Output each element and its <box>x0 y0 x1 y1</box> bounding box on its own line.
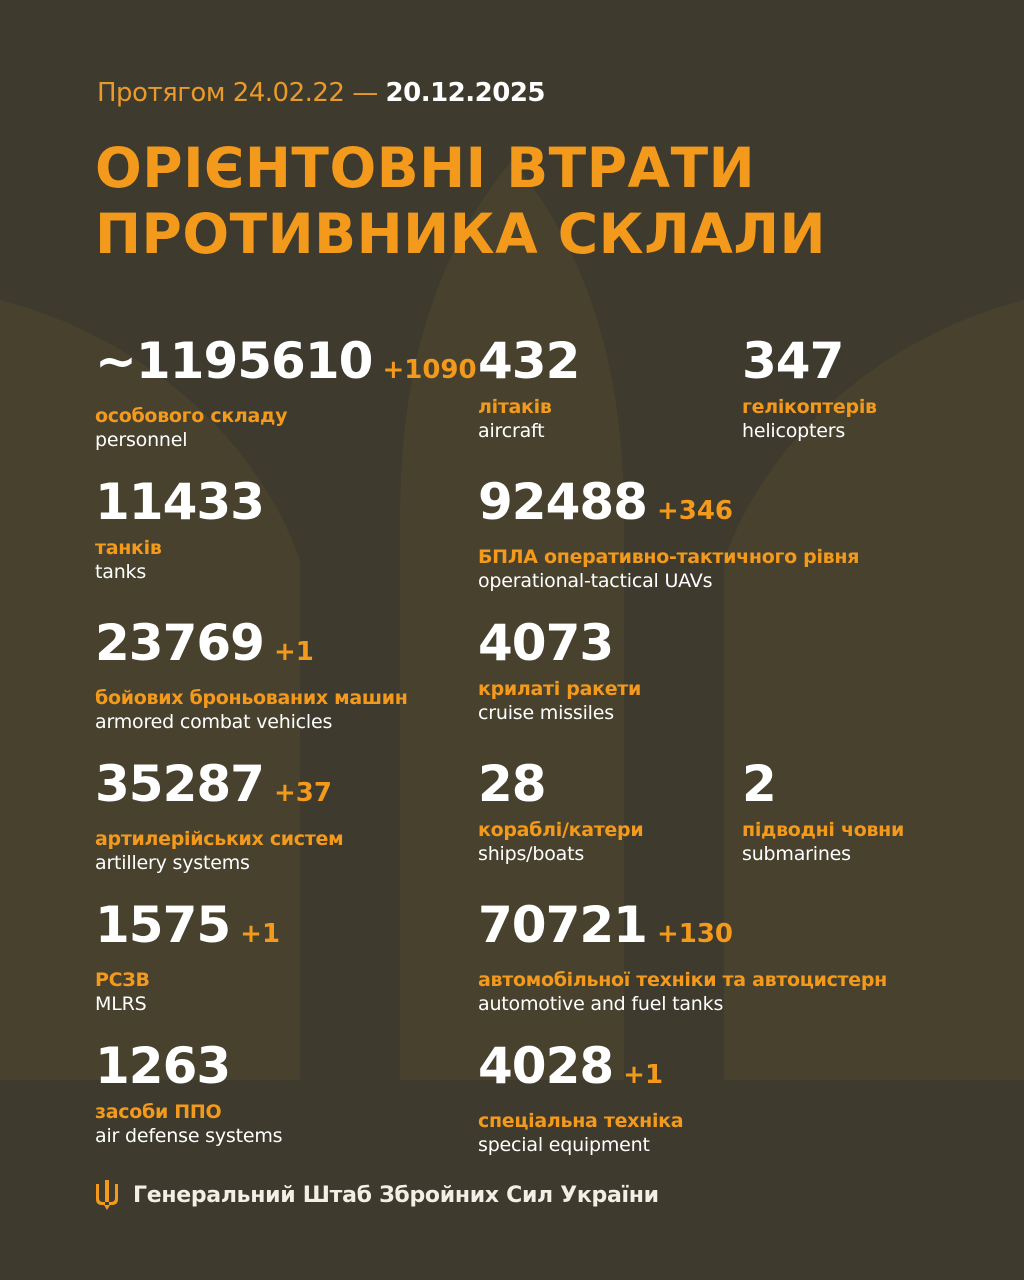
stat-total: 4028 <box>478 1037 614 1095</box>
stat-value: 92488 +346 <box>478 474 859 539</box>
stat-delta: +1 <box>273 637 314 667</box>
stat-item: 2 підводні човни submarines <box>742 756 904 866</box>
stat-label-en: cruise missiles <box>478 702 614 724</box>
stat-item: 35287 +37 артилерійських систем artillery s… <box>95 756 344 875</box>
stat-total: 23769 <box>95 614 265 672</box>
stat-value: 4073 <box>478 615 641 671</box>
stat-label-ua: засоби ППО <box>95 1101 222 1123</box>
stat-value: 2 <box>742 756 904 812</box>
stat-label-ua: спеціальна техніка <box>478 1110 684 1132</box>
stat-label-ua: танків <box>95 537 162 559</box>
stat-value: 35287 +37 <box>95 756 343 821</box>
stat-item: 11433 танків tanks <box>95 473 265 584</box>
stat-label-en: automotive and fuel tanks <box>478 993 724 1015</box>
stat-value: 11433 <box>95 473 265 531</box>
stat-label-en: special equipment <box>478 1134 650 1156</box>
footer-text: Генеральний Штаб Збройних Сил України <box>133 1182 659 1208</box>
stat-label-ua: гелікоптерів <box>742 396 877 418</box>
trident-icon <box>96 1180 118 1210</box>
stat-value: ~1195610 +1090 <box>95 333 477 398</box>
stat-item: 4028 +1 спеціальна техніка special equipmen… <box>478 1038 684 1157</box>
stat-label-ua: автомобільної техніки та автоцистерн <box>478 969 887 991</box>
stat-delta: +37 <box>273 778 332 808</box>
stat-total: 4073 <box>478 614 614 672</box>
stat-value: 4028 +1 <box>478 1038 683 1103</box>
stat-total: 347 <box>742 332 844 390</box>
stat-item: 28 кораблі/катери ships/boats <box>478 756 644 866</box>
stat-label-ua: літаків <box>478 396 552 418</box>
stat-item: ~1195610 +1090 особового складу personnel <box>95 333 477 452</box>
stat-label-ua: крилаті ракети <box>478 678 642 700</box>
stat-label-ua: РСЗВ <box>95 969 150 991</box>
stat-item: 23769 +1 бойових броньованих машин armored … <box>95 615 408 734</box>
title-line-1: ОРІЄНТОВНІ ВТРАТИ <box>95 136 756 200</box>
stat-value: 70721 +130 <box>478 897 887 962</box>
stat-total: 2 <box>742 755 777 813</box>
period-start: Протягом 24.02.22 — <box>97 78 378 108</box>
period: Протягом 24.02.22 — 20.12.2025 <box>97 78 546 108</box>
stat-label-ua: БПЛА оперативно-тактичного рівня <box>478 546 860 568</box>
stat-value: 23769 +1 <box>95 615 408 680</box>
footer: Генеральний Штаб Збройних Сил України <box>95 1180 659 1210</box>
stat-item: 70721 +130 автомобільної техніки та автоци… <box>478 897 887 1016</box>
stat-delta: +1 <box>240 919 281 949</box>
stat-label-ua: артилерійських систем <box>95 828 344 850</box>
stat-label-en: air defense systems <box>95 1125 283 1147</box>
stat-total: 432 <box>478 332 580 390</box>
stat-label-en: ships/boats <box>478 843 585 865</box>
stat-label-en: helicopters <box>742 420 846 442</box>
stat-value: 347 <box>742 333 877 389</box>
stat-item: 4073 крилаті ракети cruise missiles <box>478 615 641 725</box>
stat-label-ua: підводні човни <box>742 819 905 841</box>
stat-label-en: MLRS <box>95 993 147 1015</box>
stat-total: 92488 <box>478 473 648 531</box>
stat-total: 70721 <box>478 896 648 954</box>
stat-total: 28 <box>478 755 547 813</box>
stat-total: 11433 <box>95 473 265 531</box>
stat-label-en: armored combat vehicles <box>95 711 333 733</box>
stat-delta: +1 <box>623 1060 664 1090</box>
stat-item: 347 гелікоптерів helicopters <box>742 333 877 443</box>
stat-delta: +346 <box>656 496 734 526</box>
stat-value: 28 <box>478 756 643 812</box>
stat-total: 1575 <box>95 896 231 954</box>
stat-label-en: artillery systems <box>95 852 250 874</box>
stat-label-en: aircraft <box>478 420 545 442</box>
stat-value: 1263 <box>95 1038 282 1094</box>
stat-total: ~1195610 <box>95 332 373 390</box>
stat-label-ua: особового складу <box>95 405 288 427</box>
stat-item: 1575 +1 РСЗВ MLRS <box>95 897 280 1016</box>
stat-label-en: tanks <box>95 561 147 583</box>
stat-delta: +130 <box>656 919 734 949</box>
stat-total: 1263 <box>95 1037 231 1095</box>
stat-label-ua: кораблі/катери <box>478 819 644 841</box>
stat-total: 35287 <box>95 755 265 813</box>
stat-value: 432 <box>478 332 580 390</box>
stat-label-en: operational-tactical UAVs <box>478 570 713 592</box>
period-end: 20.12.2025 <box>385 78 546 108</box>
stat-item: 92488 +346 БПЛА оперативно-тактичного рівн… <box>478 474 859 593</box>
stat-label-en: submarines <box>742 843 851 865</box>
stat-delta: +1090 <box>382 355 477 385</box>
stat-item: 432 літаків aircraft <box>478 332 580 443</box>
page-title: ОРІЄНТОВНІ ВТРАТИ ПРОТИВНИКА СКЛАЛИ <box>95 135 826 267</box>
title-line-2: ПРОТИВНИКА СКЛАЛИ <box>95 202 827 266</box>
stat-label-en: personnel <box>95 429 188 451</box>
stat-value: 1575 +1 <box>95 897 280 962</box>
stat-label-ua: бойових броньованих машин <box>95 687 408 709</box>
stat-item: 1263 засоби ППО air defense systems <box>95 1038 283 1148</box>
